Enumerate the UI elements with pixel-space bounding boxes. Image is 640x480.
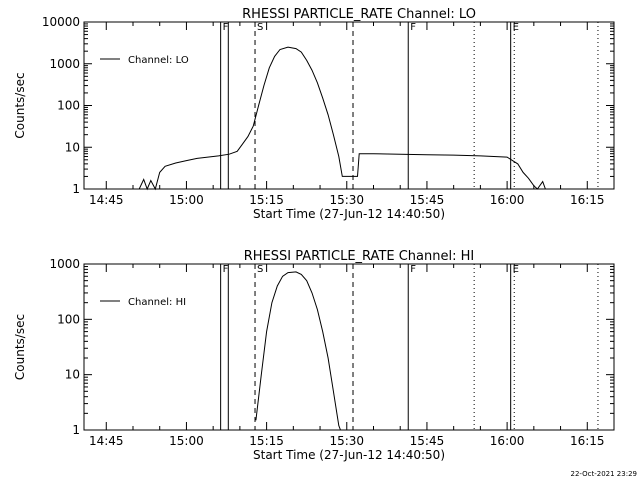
x-tick-label: 15:15 [249, 193, 284, 207]
series-line [138, 46, 546, 191]
chart-title: RHESSI PARTICLE_RATE Channel: LO [242, 7, 476, 22]
x-tick-label: 15:30 [329, 193, 364, 207]
x-axis-label: Start Time (27-Jun-12 14:40:50) [253, 448, 445, 462]
event-marker-label: E [513, 264, 519, 275]
plot-frame [83, 21, 615, 190]
legend-label: Channel: LO [128, 55, 189, 66]
event-marker-label: F [410, 22, 416, 33]
plot-frame [83, 263, 615, 431]
x-tick-label: 16:00 [490, 434, 525, 448]
y-tick-label: 1 [72, 182, 80, 196]
y-tick-label: 100 [57, 312, 80, 326]
x-axis-label: Start Time (27-Jun-12 14:40:50) [253, 207, 445, 221]
x-tick-label: 15:00 [169, 193, 204, 207]
event-marker-label: S [257, 264, 263, 275]
lo-channel-panel: RHESSI PARTICLE_RATE Channel: LO 14:45 15:… [13, 7, 615, 221]
series-line [255, 271, 341, 431]
x-tick-label: 14:45 [89, 193, 124, 207]
y-tick-label: 1000 [49, 257, 80, 271]
chart-title: RHESSI PARTICLE_RATE Channel: HI [244, 249, 474, 264]
event-marker-label: F [410, 264, 416, 275]
event-marker-label: F [223, 22, 229, 33]
x-tick-label: 15:00 [169, 434, 204, 448]
x-tick-label: 14:45 [89, 434, 124, 448]
legend-label: Channel: HI [128, 297, 186, 308]
y-tick-label: 1000 [49, 57, 80, 71]
x-tick-label: 15:30 [329, 434, 364, 448]
x-tick-label: 15:45 [410, 434, 445, 448]
footer-timestamp: 22-Oct-2021 23:29 [571, 470, 637, 478]
x-tick-label: 15:45 [410, 193, 445, 207]
x-tick-label: 16:15 [570, 193, 605, 207]
event-marker-label: E [513, 22, 519, 33]
y-tick-label: 10 [65, 368, 80, 382]
y-tick-label: 1 [72, 423, 80, 437]
y-tick-label: 10 [65, 140, 80, 154]
x-tick-label: 16:15 [570, 434, 605, 448]
event-marker-label: F [223, 264, 229, 275]
event-marker-label: S [257, 22, 263, 33]
x-tick-label: 16:00 [490, 193, 525, 207]
y-tick-label: 100 [57, 99, 80, 113]
x-tick-label: 15:15 [249, 434, 284, 448]
hi-channel-panel: RHESSI PARTICLE_RATE Channel: HI 14:45 15:… [13, 249, 615, 462]
y-axis-label: Counts/sec [13, 314, 27, 380]
y-axis-label: Counts/sec [13, 72, 27, 138]
y-tick-label: 10000 [42, 15, 80, 29]
